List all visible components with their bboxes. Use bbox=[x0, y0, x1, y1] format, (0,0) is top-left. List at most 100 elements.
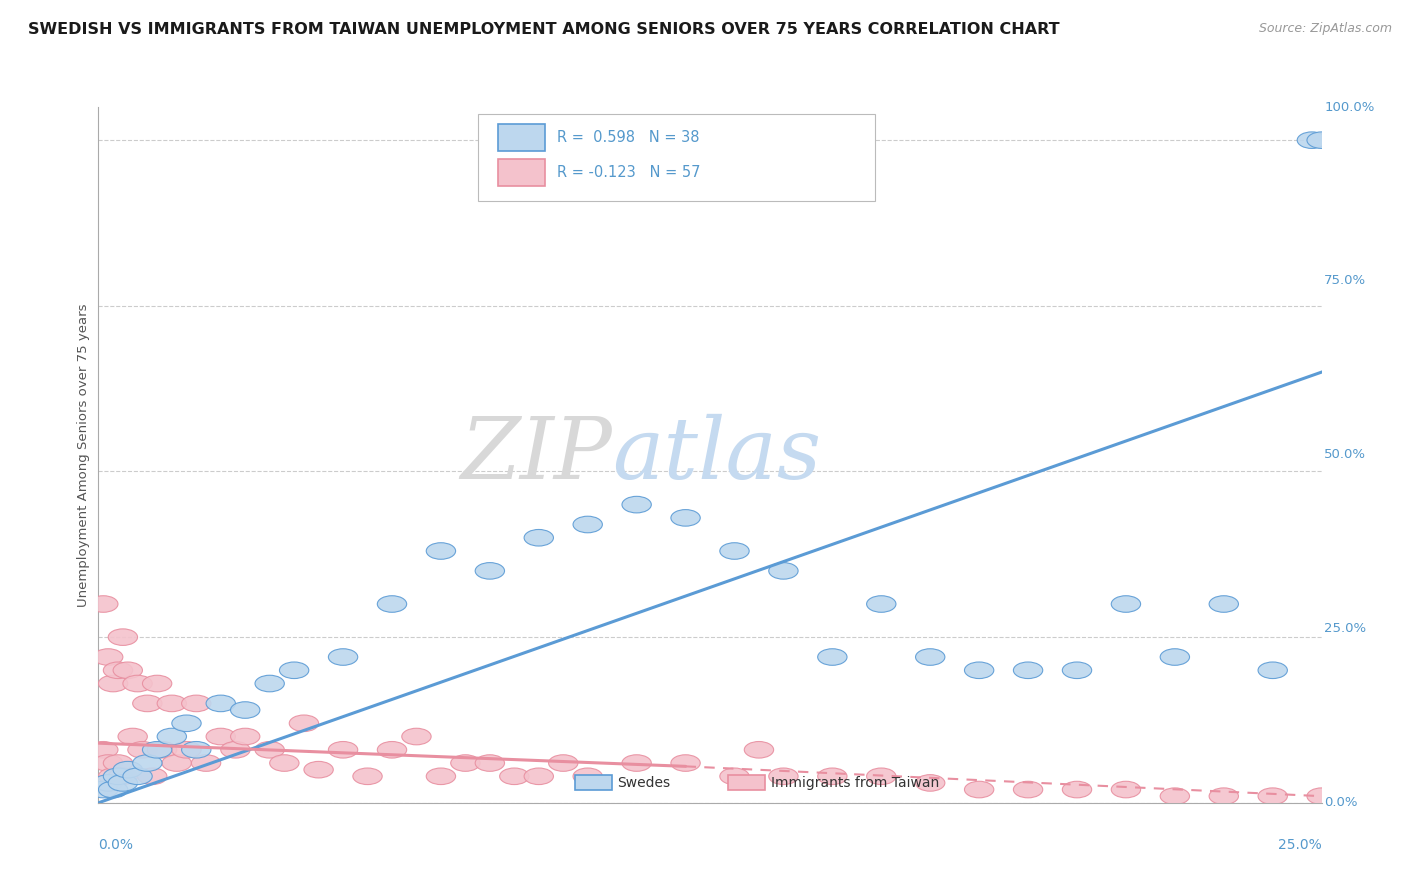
Ellipse shape bbox=[426, 768, 456, 785]
Ellipse shape bbox=[231, 728, 260, 745]
Ellipse shape bbox=[231, 702, 260, 718]
Ellipse shape bbox=[1063, 662, 1091, 679]
Text: R =  0.598   N = 38: R = 0.598 N = 38 bbox=[557, 130, 700, 145]
Ellipse shape bbox=[103, 662, 132, 679]
Ellipse shape bbox=[118, 728, 148, 745]
Ellipse shape bbox=[818, 768, 846, 785]
Ellipse shape bbox=[769, 768, 799, 785]
Ellipse shape bbox=[280, 662, 309, 679]
Ellipse shape bbox=[191, 755, 221, 772]
Ellipse shape bbox=[720, 768, 749, 785]
Ellipse shape bbox=[402, 728, 432, 745]
Ellipse shape bbox=[207, 728, 235, 745]
Ellipse shape bbox=[142, 675, 172, 692]
Y-axis label: Unemployment Among Seniors over 75 years: Unemployment Among Seniors over 75 years bbox=[77, 303, 90, 607]
Ellipse shape bbox=[122, 768, 152, 785]
Ellipse shape bbox=[965, 781, 994, 797]
Ellipse shape bbox=[108, 774, 138, 791]
Ellipse shape bbox=[499, 768, 529, 785]
Ellipse shape bbox=[98, 781, 128, 797]
Ellipse shape bbox=[744, 741, 773, 758]
Ellipse shape bbox=[138, 768, 167, 785]
Ellipse shape bbox=[574, 516, 602, 533]
Ellipse shape bbox=[172, 741, 201, 758]
Ellipse shape bbox=[270, 755, 299, 772]
Ellipse shape bbox=[207, 695, 235, 712]
Ellipse shape bbox=[915, 648, 945, 665]
Ellipse shape bbox=[122, 675, 152, 692]
Ellipse shape bbox=[621, 755, 651, 772]
Ellipse shape bbox=[157, 695, 187, 712]
Ellipse shape bbox=[451, 755, 479, 772]
Ellipse shape bbox=[1308, 788, 1336, 805]
Ellipse shape bbox=[866, 768, 896, 785]
Text: Source: ZipAtlas.com: Source: ZipAtlas.com bbox=[1258, 22, 1392, 36]
Ellipse shape bbox=[377, 741, 406, 758]
Ellipse shape bbox=[818, 648, 846, 665]
Ellipse shape bbox=[162, 755, 191, 772]
Text: 0.0%: 0.0% bbox=[1324, 797, 1358, 809]
Text: 25.0%: 25.0% bbox=[1324, 623, 1367, 635]
Ellipse shape bbox=[94, 774, 122, 791]
Ellipse shape bbox=[89, 596, 118, 612]
Text: atlas: atlas bbox=[612, 414, 821, 496]
Ellipse shape bbox=[1111, 781, 1140, 797]
Text: Swedes: Swedes bbox=[617, 776, 671, 789]
Text: 0.0%: 0.0% bbox=[98, 838, 134, 852]
Ellipse shape bbox=[524, 768, 554, 785]
Ellipse shape bbox=[128, 741, 157, 758]
Ellipse shape bbox=[353, 768, 382, 785]
Ellipse shape bbox=[769, 563, 799, 579]
Ellipse shape bbox=[112, 762, 142, 778]
Ellipse shape bbox=[574, 768, 602, 785]
FancyBboxPatch shape bbox=[498, 124, 546, 151]
Ellipse shape bbox=[103, 768, 132, 785]
Ellipse shape bbox=[132, 695, 162, 712]
Ellipse shape bbox=[1258, 788, 1288, 805]
Ellipse shape bbox=[524, 530, 554, 546]
Ellipse shape bbox=[1014, 781, 1043, 797]
Ellipse shape bbox=[254, 675, 284, 692]
Ellipse shape bbox=[548, 755, 578, 772]
Ellipse shape bbox=[254, 741, 284, 758]
Ellipse shape bbox=[426, 542, 456, 559]
Ellipse shape bbox=[148, 741, 177, 758]
Ellipse shape bbox=[329, 648, 357, 665]
Ellipse shape bbox=[108, 768, 138, 785]
Ellipse shape bbox=[157, 728, 187, 745]
Ellipse shape bbox=[866, 596, 896, 612]
Ellipse shape bbox=[181, 695, 211, 712]
Ellipse shape bbox=[1111, 596, 1140, 612]
Text: ZIP: ZIP bbox=[460, 414, 612, 496]
FancyBboxPatch shape bbox=[728, 775, 765, 790]
Ellipse shape bbox=[475, 755, 505, 772]
Ellipse shape bbox=[108, 629, 138, 646]
Ellipse shape bbox=[1014, 662, 1043, 679]
Ellipse shape bbox=[221, 741, 250, 758]
Ellipse shape bbox=[98, 675, 128, 692]
FancyBboxPatch shape bbox=[478, 114, 875, 201]
Ellipse shape bbox=[377, 596, 406, 612]
Ellipse shape bbox=[1308, 132, 1336, 148]
Ellipse shape bbox=[1258, 662, 1288, 679]
Text: R = -0.123   N = 57: R = -0.123 N = 57 bbox=[557, 165, 700, 180]
Ellipse shape bbox=[1209, 788, 1239, 805]
Ellipse shape bbox=[671, 755, 700, 772]
Ellipse shape bbox=[1063, 781, 1091, 797]
Text: Immigrants from Taiwan: Immigrants from Taiwan bbox=[772, 776, 939, 789]
Ellipse shape bbox=[1160, 788, 1189, 805]
Text: 100.0%: 100.0% bbox=[1324, 101, 1375, 113]
Ellipse shape bbox=[89, 781, 118, 797]
Ellipse shape bbox=[181, 741, 211, 758]
Ellipse shape bbox=[172, 715, 201, 731]
FancyBboxPatch shape bbox=[498, 159, 546, 186]
Ellipse shape bbox=[94, 755, 122, 772]
Text: 75.0%: 75.0% bbox=[1324, 275, 1367, 287]
Ellipse shape bbox=[621, 496, 651, 513]
Ellipse shape bbox=[89, 741, 118, 758]
Ellipse shape bbox=[112, 662, 142, 679]
Ellipse shape bbox=[1209, 596, 1239, 612]
Ellipse shape bbox=[94, 648, 122, 665]
Text: 25.0%: 25.0% bbox=[1278, 838, 1322, 852]
Ellipse shape bbox=[475, 563, 505, 579]
